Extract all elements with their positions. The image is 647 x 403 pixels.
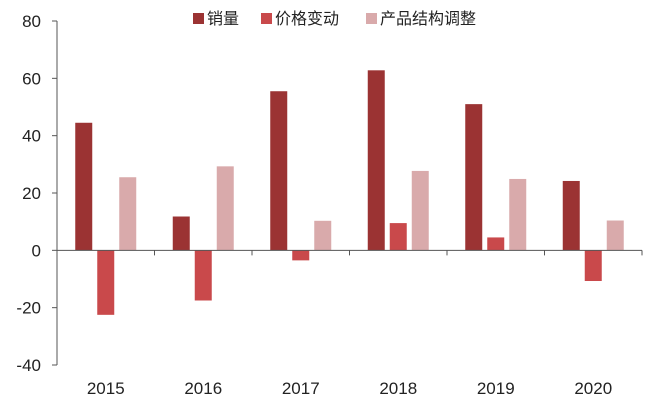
y-axis: -40 -20 0 20 40 60 80 — [16, 12, 58, 375]
y-tick-label: 60 — [22, 69, 41, 88]
bar-2-2020 — [584, 250, 602, 282]
bar-3-2017 — [314, 220, 332, 251]
y-tick-label: 20 — [22, 184, 41, 203]
bar-2-2015 — [97, 250, 115, 315]
bar-2-2017 — [292, 250, 310, 261]
legend-swatch — [261, 13, 272, 24]
legend: 销量 价格变动 产品结构调整 — [193, 9, 476, 28]
bar-1-2018 — [367, 70, 385, 251]
legend-label: 产品结构调整 — [380, 9, 476, 28]
bar-1-2020 — [562, 180, 580, 251]
bar-1-2015 — [75, 122, 93, 251]
bars — [75, 70, 624, 315]
y-tick-label: -20 — [16, 299, 41, 318]
legend-label: 价格变动 — [275, 9, 339, 28]
y-tick-label: -40 — [16, 356, 41, 375]
bar-3-2016 — [216, 166, 234, 251]
x-tick-label: 2018 — [379, 379, 417, 398]
bar-2-2016 — [194, 250, 212, 301]
legend-label: 销量 — [207, 9, 239, 28]
bar-2-2019 — [487, 237, 505, 251]
x-tick-label: 2019 — [477, 379, 515, 398]
bar-2-2018 — [389, 223, 407, 251]
x-tick-label: 2016 — [184, 379, 222, 398]
bar-3-2019 — [509, 178, 527, 251]
bar-3-2015 — [119, 177, 137, 251]
legend-swatch — [366, 13, 377, 24]
x-axis: 2015 2016 2017 2018 2019 2020 — [56, 249, 643, 398]
bar-3-2020 — [606, 220, 624, 251]
legend-swatch — [193, 13, 204, 24]
x-tick-label: 2020 — [574, 379, 612, 398]
bar-3-2018 — [411, 170, 429, 251]
bar-1-2019 — [465, 104, 483, 251]
x-tick-label: 2015 — [87, 379, 125, 398]
bar-1-2016 — [172, 216, 190, 251]
y-tick-label: 80 — [22, 12, 41, 31]
y-tick-label: 40 — [22, 127, 41, 146]
y-tick-label: 0 — [32, 241, 41, 260]
bar-1-2017 — [270, 91, 288, 251]
x-tick-label: 2017 — [282, 379, 320, 398]
